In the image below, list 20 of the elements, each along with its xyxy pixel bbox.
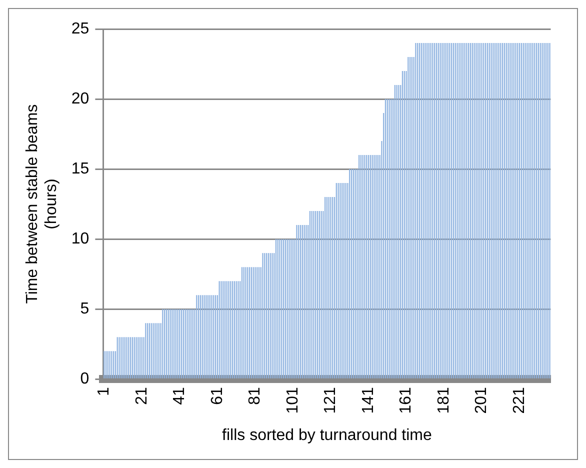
x-tick-label: 181 [435,387,452,414]
x-axis-title: fills sorted by turnaround time [222,426,432,444]
x-tick-label: 61 [208,387,226,405]
x-tick-label: 201 [473,387,490,414]
y-tick-label: 25 [71,20,90,38]
x-tick-label: 41 [171,387,188,405]
x-tick-label: 81 [246,387,264,405]
x-tick-label: 121 [322,387,340,414]
x-tick-label: 101 [284,387,302,414]
y-axis-title: Time between stable beams (hours) [24,104,60,304]
y-tick-label: 0 [80,370,90,388]
y-tick-label: 10 [71,230,90,248]
x-tick-label: 1 [96,387,113,396]
x-tick-label: 21 [133,387,150,405]
y-tick-label: 15 [71,160,90,178]
y-tick-label: 20 [71,90,90,108]
x-tick-label: 221 [510,387,528,414]
x-tick-label: 161 [398,387,415,414]
y-tick-label: 5 [80,300,90,318]
x-tick-label: 141 [360,387,377,414]
